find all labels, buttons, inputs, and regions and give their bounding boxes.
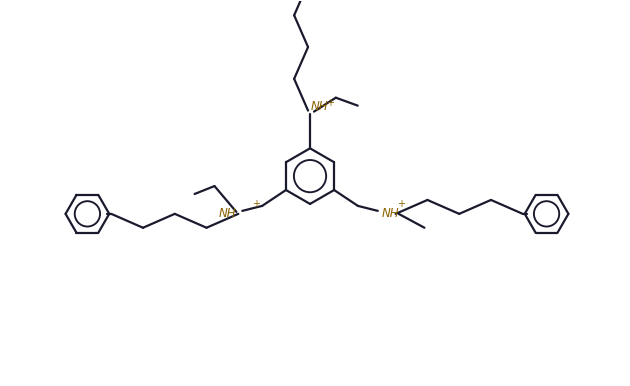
Text: NH: NH	[311, 100, 329, 113]
Text: +: +	[326, 98, 334, 108]
Text: NH: NH	[219, 207, 236, 220]
Text: NH: NH	[382, 207, 399, 220]
Text: +: +	[397, 199, 404, 209]
Text: +: +	[252, 199, 260, 209]
